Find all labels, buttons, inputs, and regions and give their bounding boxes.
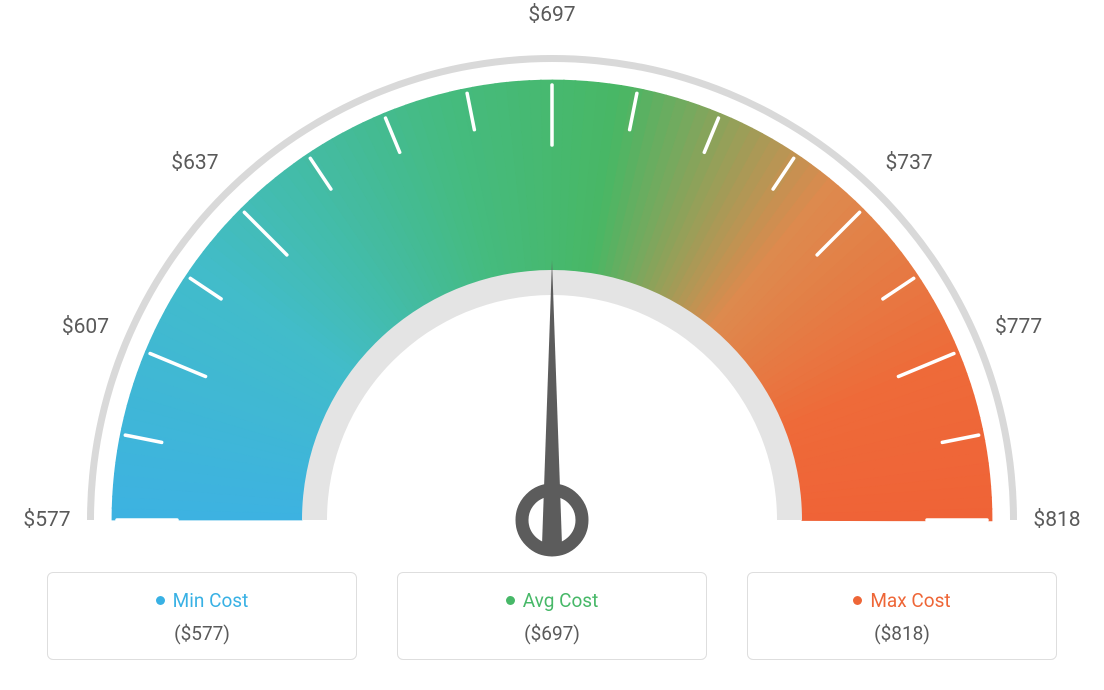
legend-card-avg: Avg Cost ($697) xyxy=(397,572,707,660)
legend-value-avg: ($697) xyxy=(398,622,706,645)
gauge-tick-label: $818 xyxy=(1033,508,1080,532)
legend-title-max: Max Cost xyxy=(853,589,950,612)
legend-title-text: Max Cost xyxy=(870,589,950,612)
dot-icon xyxy=(853,596,862,605)
legend-title-avg: Avg Cost xyxy=(506,589,599,612)
legend-title-text: Avg Cost xyxy=(523,589,599,612)
gauge-svg xyxy=(0,20,1104,580)
legend-value-max: ($818) xyxy=(748,622,1056,645)
gauge-tick-label: $777 xyxy=(995,315,1042,339)
legend-row: Min Cost ($577) Avg Cost ($697) Max Cost… xyxy=(0,572,1104,660)
gauge-tick-label: $637 xyxy=(171,151,218,175)
legend-card-min: Min Cost ($577) xyxy=(47,572,357,660)
gauge-chart: $577$607$637$697$737$777$818 xyxy=(0,20,1104,560)
gauge-tick-label: $577 xyxy=(23,508,70,532)
legend-title-min: Min Cost xyxy=(156,589,249,612)
gauge-tick-label: $607 xyxy=(62,315,109,339)
dot-icon xyxy=(506,596,515,605)
gauge-tick-label: $697 xyxy=(528,3,575,27)
gauge-tick-label: $737 xyxy=(885,151,932,175)
legend-title-text: Min Cost xyxy=(173,589,249,612)
dot-icon xyxy=(156,596,165,605)
legend-card-max: Max Cost ($818) xyxy=(747,572,1057,660)
legend-value-min: ($577) xyxy=(48,622,356,645)
